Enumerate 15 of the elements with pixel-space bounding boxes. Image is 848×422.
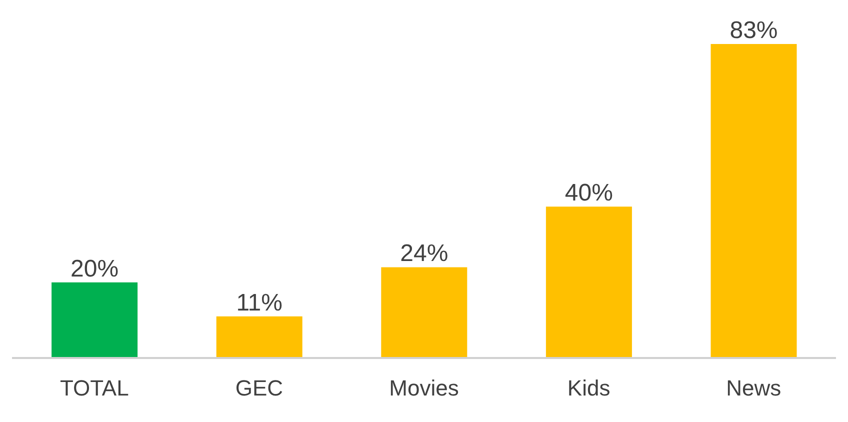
bar [710, 44, 797, 358]
bar [381, 267, 468, 358]
x-tick-label: News [726, 376, 782, 401]
x-tick-label: GEC [235, 376, 284, 401]
data-label: 40% [564, 180, 613, 207]
bar [216, 316, 302, 358]
x-tick-label: Kids [567, 376, 610, 401]
data-label: 24% [400, 240, 448, 268]
data-label: 83% [730, 17, 778, 44]
bar [546, 206, 632, 358]
bar [52, 282, 138, 358]
x-tick-label: Movies [389, 376, 459, 401]
x-tick-label: TOTAL [60, 376, 129, 401]
data-label: 11% [236, 289, 282, 316]
data-label: 20% [70, 255, 119, 282]
